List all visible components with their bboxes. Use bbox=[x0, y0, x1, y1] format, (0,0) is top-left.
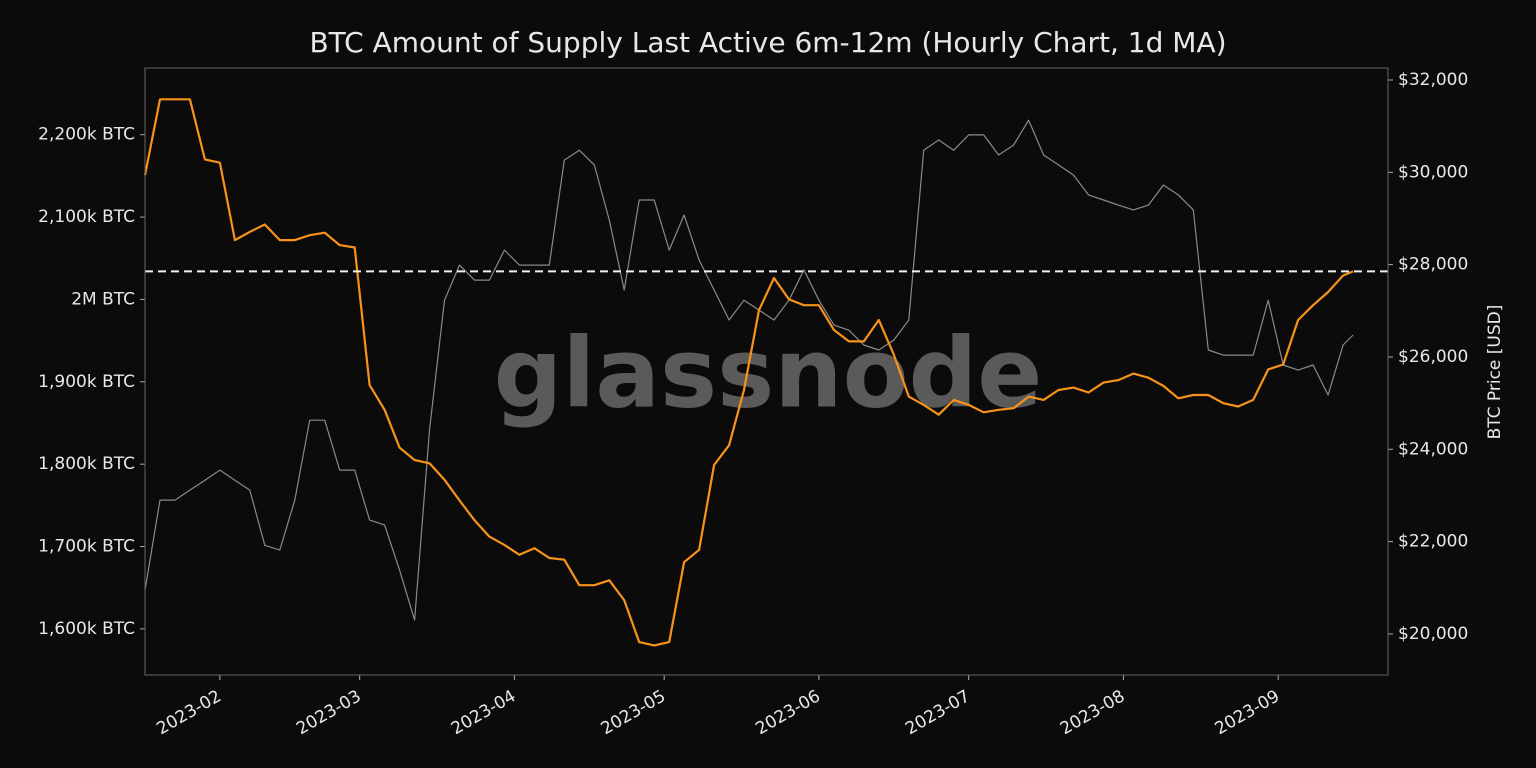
y-tick-label: 1,800k BTC bbox=[38, 454, 135, 474]
y2-tick-label: $26,000 bbox=[1398, 347, 1468, 367]
y2-tick-label: $28,000 bbox=[1398, 255, 1468, 275]
y-tick-label: 1,900k BTC bbox=[38, 372, 135, 392]
y2-tick-label: $30,000 bbox=[1398, 162, 1468, 182]
y2-tick-label: $22,000 bbox=[1398, 532, 1468, 552]
chart-title: BTC Amount of Supply Last Active 6m-12m … bbox=[309, 26, 1226, 59]
plot-frame bbox=[144, 67, 1389, 676]
watermark: glassnode bbox=[494, 317, 1043, 429]
series-line bbox=[143, 98, 1354, 647]
y-tick-label: 2,100k BTC bbox=[38, 207, 135, 227]
y2-tick-label: $32,000 bbox=[1398, 70, 1468, 90]
y2-tick-label: $20,000 bbox=[1398, 624, 1468, 644]
y-tick-label: 2,200k BTC bbox=[38, 125, 135, 145]
y-tick-label: 1,600k BTC bbox=[38, 619, 135, 639]
y-tick-label: 1,700k BTC bbox=[38, 537, 135, 557]
series-line bbox=[144, 119, 1354, 621]
y-tick-label: 2M BTC bbox=[71, 289, 135, 309]
y2-tick-label: $24,000 bbox=[1398, 439, 1468, 459]
y2-axis-label: BTC Price [USD] bbox=[1485, 305, 1505, 440]
